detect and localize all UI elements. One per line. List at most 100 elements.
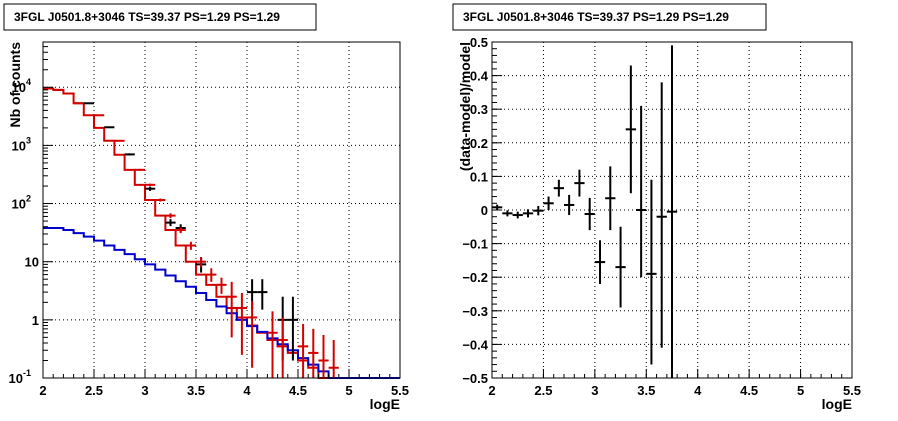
residuals-axis-ticks: 2 2.5 3 3.5 4 4.5 5 5.5 −0.5 −0.4 −0.3 −0.2 −0.1 0 0.1… (462, 35, 861, 398)
y-tick-label: 10-1 (9, 368, 31, 386)
histogram-line (43, 87, 400, 379)
residuals-panel: 2 2.5 3 3.5 4 4.5 5 5.5 −0.5 −0.4 −0.3 −0.2 −0.1 0 0.1… (452, 3, 861, 412)
counts-spectrum-panel: 2 2.5 3 3.5 4 4.5 5 5.5 10-1 1 10 102 103 104 3FGL J0… (3, 3, 409, 412)
y-tick-label: 0.4 (470, 69, 489, 84)
y-tick-label: 0.3 (470, 102, 488, 117)
data-point (145, 186, 156, 191)
data-point (257, 279, 268, 310)
counts-y-axis-title: Nb of counts (7, 42, 23, 128)
data-point (543, 196, 554, 210)
data-point (615, 226, 626, 308)
y-tick-label: 0 (481, 203, 488, 218)
data-point (236, 292, 247, 355)
data-point (605, 166, 616, 231)
data-point (308, 328, 319, 378)
counts-title-box: 3FGL J0501.8+3046 TS=39.37 PS=1.29 PS=1.… (3, 3, 317, 31)
x-tick-label: 5.5 (843, 383, 861, 398)
data-point (666, 45, 678, 378)
x-tick-label: 5 (345, 383, 352, 398)
x-tick-label: 5 (797, 383, 804, 398)
data-point (247, 301, 258, 368)
residuals-chart-title: 3FGL J0501.8+3046 TS=39.37 PS=1.29 PS=1.… (463, 10, 729, 24)
data-point (53, 88, 64, 91)
x-tick-label: 2 (488, 383, 495, 398)
data-point (145, 183, 156, 187)
x-tick-label: 4.5 (740, 383, 758, 398)
y-tick-label: 0.1 (470, 169, 488, 184)
residuals-title-box: 3FGL J0501.8+3046 TS=39.37 PS=1.29 PS=1.… (452, 3, 767, 31)
data-point (165, 213, 176, 219)
y-tick-label: −0.3 (462, 304, 488, 319)
x-tick-label: 3 (141, 383, 148, 398)
data-point (533, 205, 544, 216)
residuals-x-axis-title: logE (822, 396, 852, 412)
data-point (287, 296, 298, 361)
data-point (165, 219, 176, 227)
x-tick-label: 3.5 (187, 383, 205, 398)
y-tick-label: 0.5 (470, 35, 488, 50)
y-tick-label: 103 (12, 135, 31, 153)
residuals-y-axis-title: (data-model)/model (457, 42, 473, 171)
histogram-line (43, 226, 400, 379)
data-point (502, 210, 513, 217)
counts-plot-frame (42, 41, 401, 379)
counts-series (43, 87, 400, 379)
data-point (564, 194, 575, 216)
data-point (134, 168, 145, 171)
y-tick-label: 1 (32, 313, 39, 328)
data-point (522, 209, 534, 218)
data-point (206, 268, 217, 282)
y-tick-label: −0.5 (462, 371, 488, 386)
data-point (185, 241, 196, 250)
data-point (175, 227, 186, 234)
data-point (328, 340, 339, 378)
x-tick-label: 5.5 (391, 383, 409, 398)
y-tick-label: −0.4 (462, 337, 488, 352)
data-point (226, 281, 237, 338)
data-point (594, 240, 606, 284)
data-point (196, 257, 207, 268)
data-point (155, 198, 166, 202)
data-point (636, 105, 647, 278)
y-tick-label: −0.1 (462, 237, 488, 252)
counts-x-axis-title: logE (370, 396, 400, 412)
y-tick-label: 10 (25, 255, 39, 270)
data-point (104, 126, 115, 129)
y-tick-label: 0.2 (470, 136, 488, 151)
data-point (584, 197, 595, 231)
data-point (512, 211, 523, 219)
y-tick-label: 104 (12, 77, 31, 95)
x-tick-label: 3.5 (637, 383, 655, 398)
data-point (298, 323, 309, 378)
data-point (114, 139, 125, 142)
counts-grid (43, 42, 400, 378)
data-point (267, 311, 278, 378)
x-tick-label: 2.5 (534, 383, 552, 398)
data-point (656, 82, 667, 348)
data-point (318, 334, 329, 378)
x-tick-label: 2 (39, 383, 46, 398)
data-point (43, 87, 54, 90)
x-tick-label: 4 (243, 383, 251, 398)
data-point (625, 65, 636, 194)
y-tick-label: −0.2 (462, 270, 488, 285)
data-point (73, 102, 84, 105)
data-point (94, 114, 105, 117)
data-point (216, 277, 227, 294)
data-point (574, 169, 585, 197)
data-point (63, 92, 74, 95)
data-point (277, 317, 288, 378)
data-point (553, 179, 564, 197)
data-point (492, 204, 503, 210)
y-tick-label: 102 (12, 194, 31, 212)
x-tick-label: 3 (591, 383, 598, 398)
x-tick-label: 4 (694, 383, 702, 398)
data-point (646, 179, 657, 365)
data-point (83, 102, 94, 105)
residuals-series (492, 45, 678, 378)
counts-chart-title: 3FGL J0501.8+3046 TS=39.37 PS=1.29 PS=1.… (14, 10, 280, 24)
counts-axis-ticks: 2 2.5 3 3.5 4 4.5 5 5.5 10-1 1 10 102 103 104 (9, 41, 409, 398)
x-tick-label: 2.5 (85, 383, 103, 398)
x-tick-label: 4.5 (289, 383, 307, 398)
